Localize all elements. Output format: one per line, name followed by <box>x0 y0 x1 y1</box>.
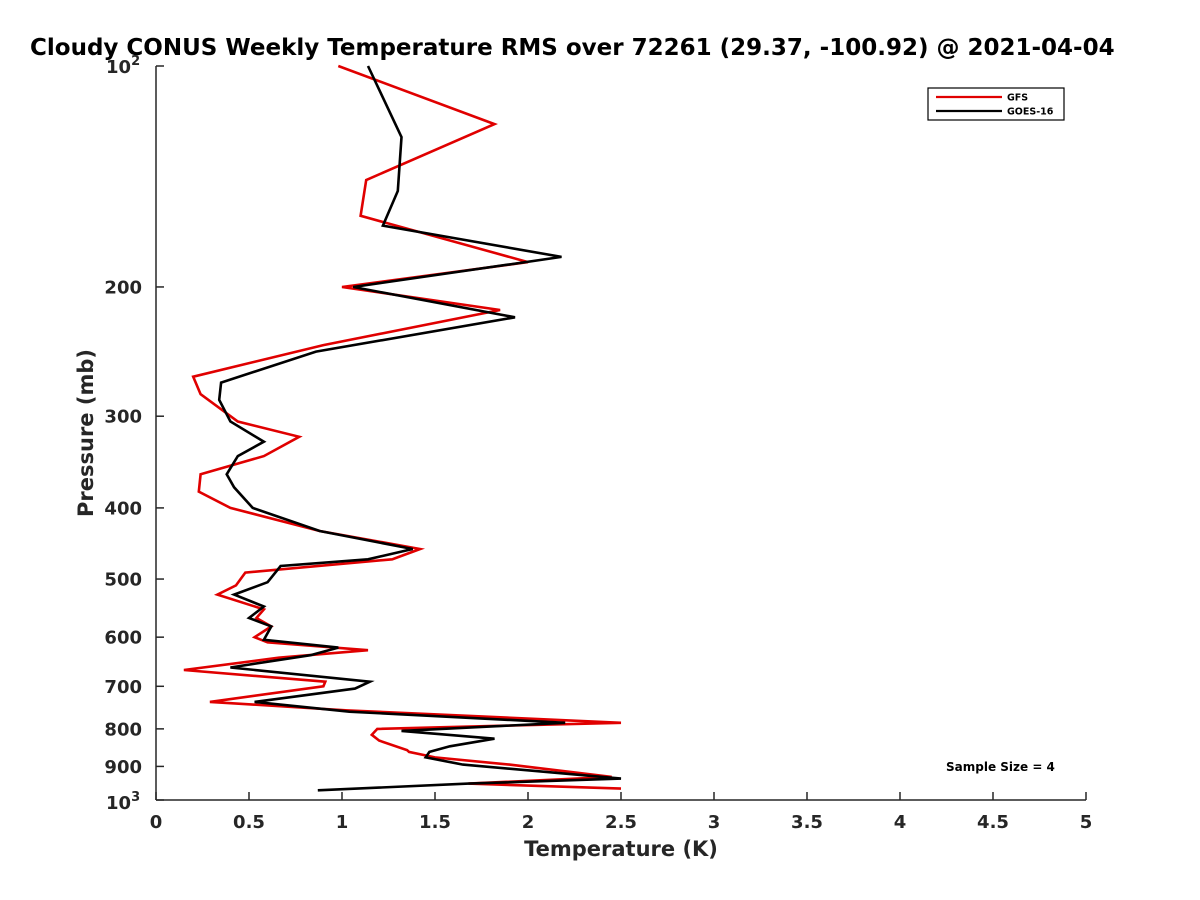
y-tick-label: 700 <box>104 677 142 698</box>
series-line-gfs <box>183 64 622 790</box>
legend-label-goes16: GOES-16 <box>1007 107 1054 118</box>
x-tick-label: 1.5 <box>419 812 451 833</box>
legend-label-gfs: GFS <box>1007 93 1028 104</box>
x-tick-label: 4 <box>894 812 907 833</box>
y-tick-top-exp: 2 <box>131 54 140 69</box>
x-tick-label: 3.5 <box>791 812 823 833</box>
y-tick-bottom-exp: 3 <box>131 790 140 805</box>
y-tick-bottom: 103 <box>106 790 164 814</box>
y-axis-label: Pressure (mb) <box>74 349 98 517</box>
y-tick-label: 400 <box>104 498 142 519</box>
svg-text:103: 103 <box>106 790 140 814</box>
series-layer <box>183 64 622 792</box>
chart-title: Cloudy CONUS Weekly Temperature RMS over… <box>30 35 1115 61</box>
x-axis-label: Temperature (K) <box>524 837 718 861</box>
legend-box <box>927 87 1065 121</box>
y-tick-label: 900 <box>104 757 142 778</box>
y-tick-label: 600 <box>104 628 142 649</box>
y-tick-top: 102 <box>106 54 164 78</box>
y-tick-label: 200 <box>104 277 142 298</box>
x-tick-label: 2 <box>522 812 535 833</box>
x-tick-label: 3 <box>708 812 721 833</box>
y-tick-label: 800 <box>104 719 142 740</box>
y-tick-bottom-base: 10 <box>106 793 131 814</box>
series-line-goes16 <box>217 65 622 792</box>
y-tick-label: 500 <box>104 570 142 591</box>
y-ticks: 200 300 400 500 600 700 800 900 <box>104 277 164 778</box>
x-tick-label: 0.5 <box>233 812 265 833</box>
legend: GFS GOES-16 <box>927 87 1065 121</box>
x-tick-label: 5 <box>1080 812 1093 833</box>
sample-size-annotation: Sample Size = 4 <box>946 760 1055 774</box>
x-tick-label: 0 <box>150 812 163 833</box>
y-tick-top-base: 10 <box>106 57 131 78</box>
y-tick-label: 300 <box>104 407 142 428</box>
x-tick-label: 4.5 <box>977 812 1009 833</box>
x-tick-label: 1 <box>336 812 349 833</box>
svg-text:102: 102 <box>106 54 140 78</box>
x-ticks: 0 0.5 1 1.5 2 2.5 3 3.5 4 4.5 5 <box>150 792 1093 833</box>
x-tick-label: 2.5 <box>605 812 637 833</box>
